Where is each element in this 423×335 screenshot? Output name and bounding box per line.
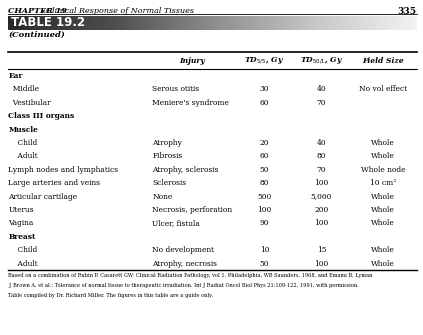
Text: 30: 30 bbox=[260, 85, 269, 93]
Text: Whole: Whole bbox=[371, 139, 395, 147]
Text: Adult: Adult bbox=[8, 260, 38, 268]
Text: Whole node: Whole node bbox=[360, 166, 405, 174]
Text: Serous otitis: Serous otitis bbox=[152, 85, 199, 93]
Text: 40: 40 bbox=[317, 85, 326, 93]
Text: Table compiled by Dr. Richard Miller. The figures in this table are a guide only: Table compiled by Dr. Richard Miller. Th… bbox=[8, 293, 214, 298]
Text: 100: 100 bbox=[314, 260, 329, 268]
Text: 70: 70 bbox=[317, 166, 326, 174]
Text: 10: 10 bbox=[260, 246, 269, 254]
Text: 100: 100 bbox=[314, 219, 329, 227]
Text: Vestibular: Vestibular bbox=[8, 99, 51, 107]
Text: 20: 20 bbox=[260, 139, 269, 147]
Text: Adult: Adult bbox=[8, 152, 38, 160]
Text: Child: Child bbox=[8, 139, 38, 147]
Text: 50: 50 bbox=[260, 166, 269, 174]
Text: Sclerosis: Sclerosis bbox=[152, 179, 187, 187]
Text: No vol effect: No vol effect bbox=[359, 85, 407, 93]
Text: 50: 50 bbox=[260, 260, 269, 268]
Text: Based on a combination of Rubin P, Casarett GW: Clinical Radiation Pathology, vo: Based on a combination of Rubin P, Casar… bbox=[8, 273, 373, 278]
Text: Fibrosis: Fibrosis bbox=[152, 152, 183, 160]
Text: Breast: Breast bbox=[8, 233, 36, 241]
Text: •: • bbox=[40, 7, 45, 15]
Text: TD$_{5/5}$, Gy: TD$_{5/5}$, Gy bbox=[244, 55, 284, 66]
Text: TD$_{50/1}$, Gy: TD$_{50/1}$, Gy bbox=[300, 55, 343, 66]
Text: Whole: Whole bbox=[371, 246, 395, 254]
Text: Atrophy, necrosis: Atrophy, necrosis bbox=[152, 260, 217, 268]
Text: 10 cm²: 10 cm² bbox=[370, 179, 396, 187]
Text: Articular cartilage: Articular cartilage bbox=[8, 193, 77, 201]
Text: 100: 100 bbox=[257, 206, 272, 214]
Text: 40: 40 bbox=[317, 139, 326, 147]
Text: Child: Child bbox=[8, 246, 38, 254]
Text: Class III organs: Class III organs bbox=[8, 112, 75, 120]
Text: 60: 60 bbox=[260, 152, 269, 160]
Text: Clinical Response of Normal Tissues: Clinical Response of Normal Tissues bbox=[46, 7, 194, 15]
Text: (Continued): (Continued) bbox=[8, 31, 65, 39]
Text: 80: 80 bbox=[260, 179, 269, 187]
Text: Meniere's syndrome: Meniere's syndrome bbox=[152, 99, 229, 107]
Text: 200: 200 bbox=[314, 206, 329, 214]
Text: Ear: Ear bbox=[8, 72, 23, 80]
Text: Uterus: Uterus bbox=[8, 206, 34, 214]
Text: Injury: Injury bbox=[180, 57, 205, 65]
Text: Middle: Middle bbox=[8, 85, 39, 93]
Text: 335: 335 bbox=[398, 7, 417, 16]
Text: Atrophy, sclerosis: Atrophy, sclerosis bbox=[152, 166, 219, 174]
Text: Muscle: Muscle bbox=[8, 126, 38, 134]
Text: Atrophy: Atrophy bbox=[152, 139, 182, 147]
Text: Whole: Whole bbox=[371, 219, 395, 227]
Text: Whole: Whole bbox=[371, 193, 395, 201]
Text: No development: No development bbox=[152, 246, 214, 254]
Text: Large arteries and veins: Large arteries and veins bbox=[8, 179, 100, 187]
Text: 60: 60 bbox=[260, 99, 269, 107]
Text: Lymph nodes and lymphatics: Lymph nodes and lymphatics bbox=[8, 166, 118, 174]
Text: 15: 15 bbox=[317, 246, 326, 254]
Text: 100: 100 bbox=[314, 179, 329, 187]
Text: Whole: Whole bbox=[371, 260, 395, 268]
Text: Necrosis, perforation: Necrosis, perforation bbox=[152, 206, 232, 214]
Text: None: None bbox=[152, 193, 173, 201]
Text: 500: 500 bbox=[257, 193, 272, 201]
Text: J, Brown A, et al.: Tolerance of normal tissue to therapeutic irradiation. Int J: J, Brown A, et al.: Tolerance of normal … bbox=[8, 283, 359, 288]
Text: 70: 70 bbox=[317, 99, 326, 107]
Text: 80: 80 bbox=[317, 152, 326, 160]
Text: Whole: Whole bbox=[371, 152, 395, 160]
Text: Whole: Whole bbox=[371, 206, 395, 214]
Text: Ulcer, fistula: Ulcer, fistula bbox=[152, 219, 200, 227]
Text: TABLE 19.2: TABLE 19.2 bbox=[11, 16, 85, 29]
Text: CHAPTER 19: CHAPTER 19 bbox=[8, 7, 67, 15]
Text: Vagina: Vagina bbox=[8, 219, 34, 227]
Text: Field Size: Field Size bbox=[362, 57, 404, 65]
Text: 5,000: 5,000 bbox=[311, 193, 332, 201]
Text: 90: 90 bbox=[260, 219, 269, 227]
